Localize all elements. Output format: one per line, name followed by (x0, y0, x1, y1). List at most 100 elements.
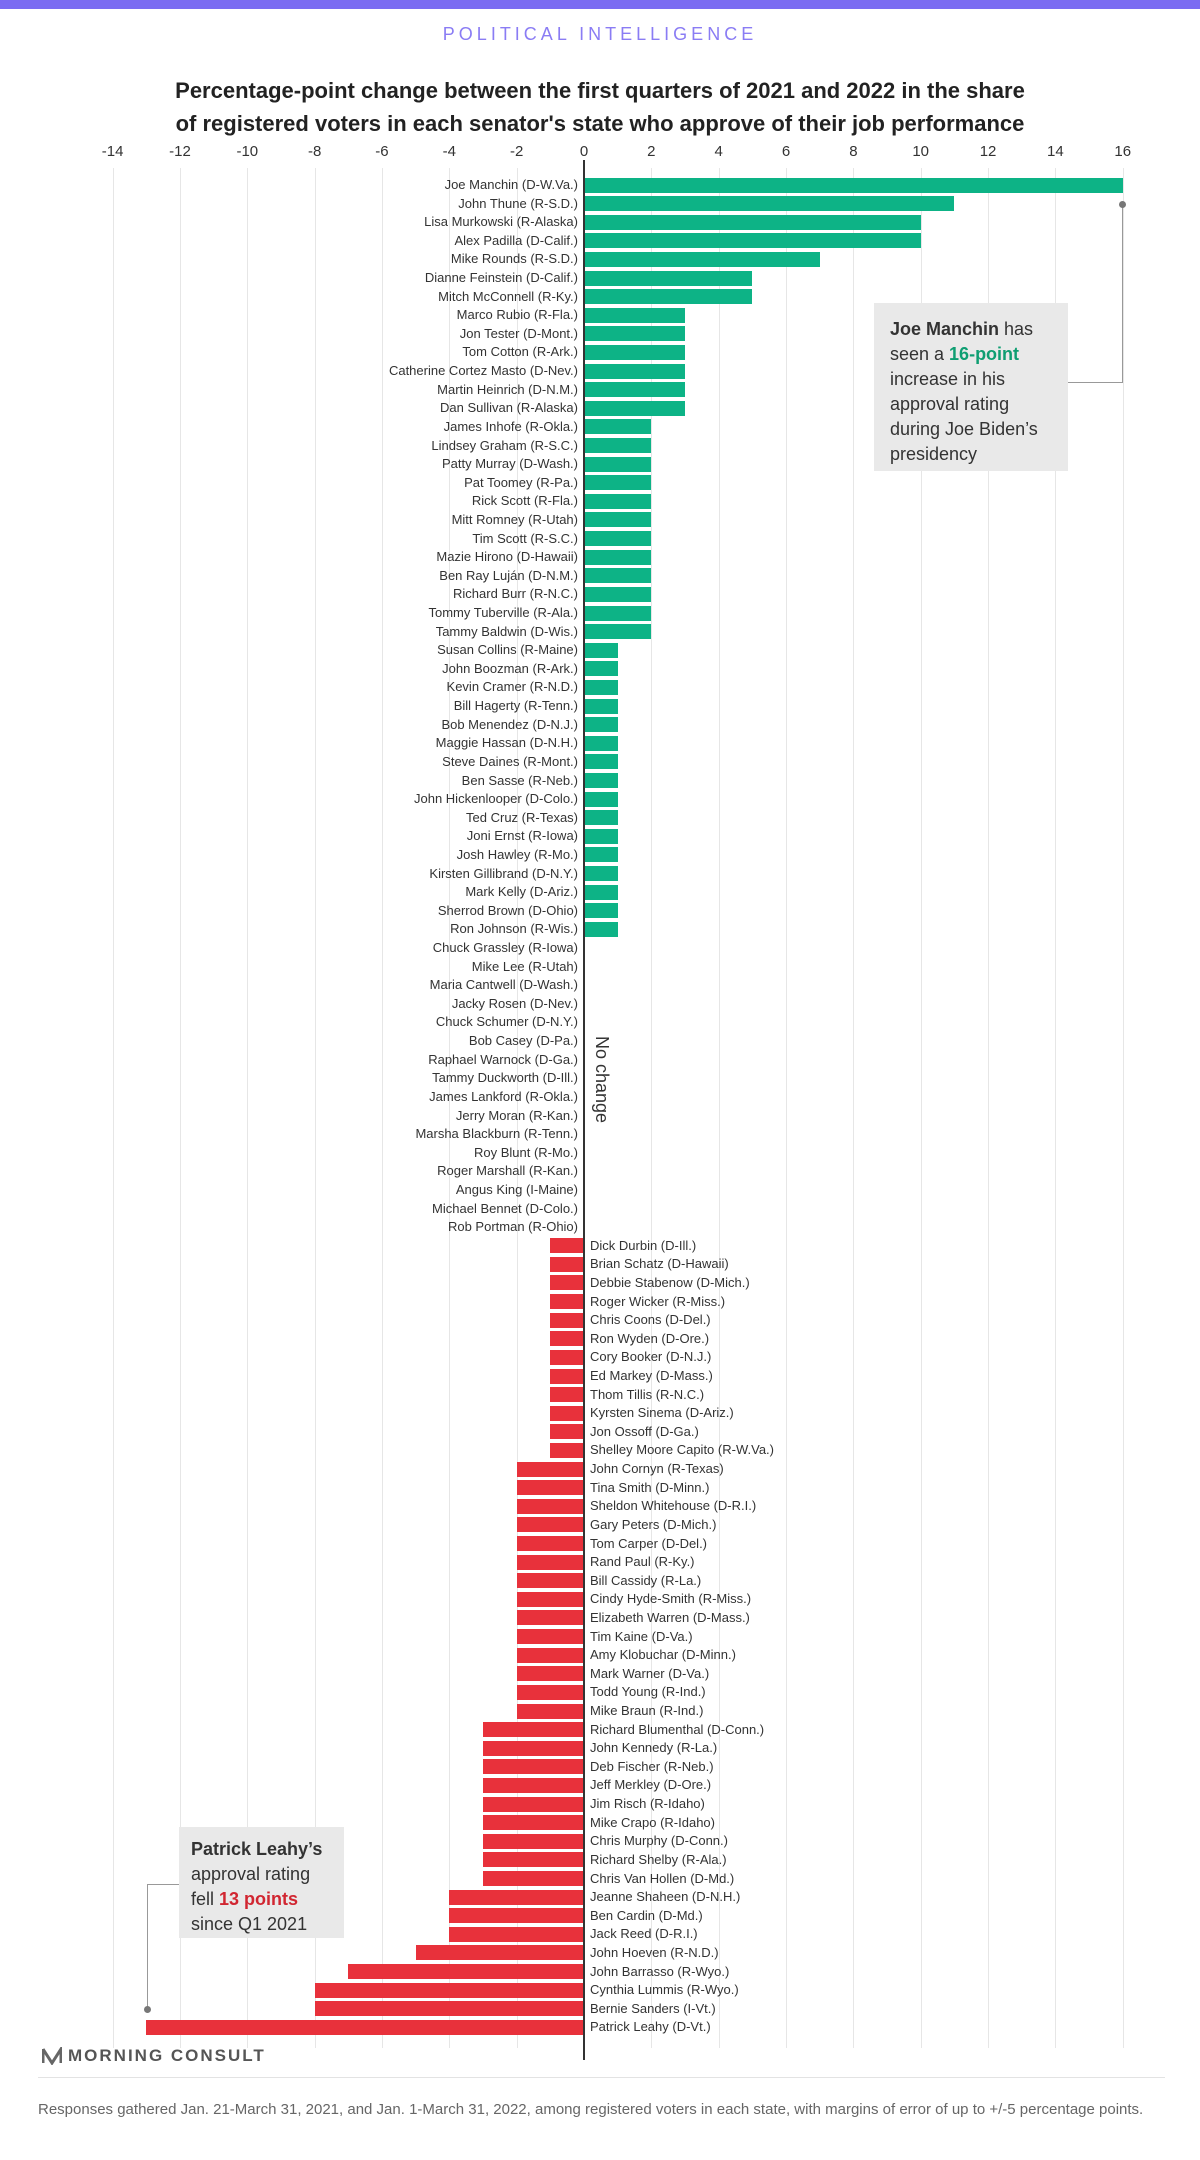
senator-label: Mike Crapo (R-Idaho) (590, 1814, 715, 1830)
senator-label: Steve Daines (R-Mont.) (442, 753, 578, 769)
senator-label: Thom Tillis (R-N.C.) (590, 1386, 705, 1402)
bar (550, 1368, 584, 1384)
annotation-text: since Q1 2021 (191, 1914, 308, 1934)
no-change-label: No change (592, 1036, 612, 1124)
senator-label: Bernie Sanders (I-Vt.) (590, 2000, 716, 2016)
senator-label: Alex Padilla (D-Calif.) (454, 232, 578, 248)
senator-label: Jack Reed (D-R.I.) (590, 1926, 698, 1942)
senator-label: James Lankford (R-Okla.) (429, 1088, 578, 1104)
senator-label: Kirsten Gillibrand (D-N.Y.) (429, 865, 578, 881)
senator-label: Michael Bennet (D-Colo.) (432, 1200, 578, 1216)
chart-title: Percentage-point change between the firs… (100, 74, 1100, 140)
senator-label: Bill Hagerty (R-Tenn.) (453, 698, 578, 714)
x-tick-label: -14 (101, 143, 124, 160)
bar (584, 233, 921, 249)
senator-label: Joe Manchin (D-W.Va.) (444, 177, 578, 192)
senator-label: Chris Coons (D-Del.) (590, 1312, 711, 1328)
senator-label: Marco Rubio (R-Fla.) (456, 307, 578, 323)
bar (584, 456, 652, 472)
senator-label: Amy Klobuchar (D-Minn.) (590, 1647, 736, 1663)
bar (584, 326, 685, 342)
footnote: Responses gathered Jan. 21-March 31, 202… (38, 2101, 1144, 2118)
senator-label: John Boozman (R-Ark.) (442, 660, 578, 676)
bar (584, 549, 652, 565)
senator-label: Dianne Feinstein (D-Calif.) (424, 270, 578, 286)
senator-label: Bill Cassidy (R-La.) (590, 1572, 702, 1588)
bar (584, 661, 618, 677)
bar (550, 1275, 584, 1291)
bar (584, 828, 618, 844)
bar (584, 866, 618, 882)
senator-label: Jacky Rosen (D-Nev.) (451, 995, 578, 1011)
bar (584, 289, 753, 305)
bar (584, 475, 652, 491)
senator-label: Lindsey Graham (R-S.C.) (431, 437, 578, 453)
senator-label: Marsha Blackburn (R-Tenn.) (415, 1126, 578, 1142)
footer-divider (38, 2077, 1165, 2078)
bar (550, 1331, 584, 1347)
senator-label: Richard Shelby (R-Ala.) (590, 1851, 727, 1867)
bar (584, 754, 618, 770)
senator-label: Tammy Duckworth (D-Ill.) (432, 1070, 578, 1086)
bar (516, 1554, 584, 1570)
bar (314, 1982, 584, 1998)
bar (516, 1666, 584, 1682)
senator-label: Deb Fischer (R-Neb.) (590, 1758, 714, 1774)
manchin-annotation: Joe Manchin has seen a 16-point increase… (874, 303, 1068, 471)
bar (516, 1536, 584, 1552)
senator-label: Mitt Romney (R-Utah) (451, 511, 578, 527)
bar (415, 1945, 584, 1961)
senator-label: Martin Heinrich (D-N.M.) (437, 381, 578, 397)
logo-text: MORNING CONSULT (68, 2046, 266, 2065)
bar (584, 884, 618, 900)
senator-label: Ed Markey (D-Mass.) (590, 1368, 713, 1384)
bar (584, 270, 753, 286)
senator-label: Ben Sasse (R-Neb.) (461, 772, 578, 788)
senator-label: Rand Paul (R-Ky.) (590, 1554, 695, 1570)
senator-label: Jim Risch (R-Idaho) (590, 1796, 705, 1812)
leahy-marker-dot (144, 2006, 151, 2013)
senator-label: James Inhofe (R-Okla.) (443, 418, 578, 434)
senator-label: Jon Tester (D-Mont.) (459, 325, 578, 341)
x-tick-label: -6 (375, 143, 389, 160)
senator-label: Cory Booker (D-N.J.) (590, 1349, 712, 1365)
bar (146, 2019, 584, 2035)
bar (584, 586, 652, 602)
senator-label: Tom Cotton (R-Ark.) (462, 344, 578, 360)
top-accent-bar (0, 0, 1200, 9)
gridline (988, 168, 990, 2048)
leahy-connector (147, 1884, 148, 2010)
bar (449, 1908, 584, 1924)
bar (516, 1647, 584, 1663)
senator-label: Ron Wyden (D-Ore.) (590, 1330, 710, 1346)
senator-label: John Thune (R-S.D.) (458, 195, 578, 211)
senator-label: Sheldon Whitehouse (D-R.I.) (590, 1498, 757, 1514)
x-tick-label: -2 (509, 143, 524, 160)
bar (482, 1815, 584, 1831)
bar (584, 214, 921, 230)
x-tick-label: -8 (307, 143, 322, 160)
x-tick-label: -4 (442, 143, 456, 160)
bar (584, 568, 652, 584)
bar (449, 1889, 584, 1905)
senator-label: Tommy Tuberville (R-Ala.) (428, 605, 578, 621)
senator-label: Jerry Moran (R-Kan.) (455, 1107, 578, 1123)
gridline (516, 168, 518, 2048)
senator-label: Debbie Stabenow (D-Mich.) (590, 1274, 750, 1290)
zero-axis-line (583, 160, 585, 2060)
senator-label: Roger Marshall (R-Kan.) (437, 1163, 578, 1179)
x-tick-label: 2 (647, 143, 656, 160)
bar (584, 382, 685, 398)
x-tick-label: 16 (1114, 143, 1132, 160)
bar (584, 251, 820, 267)
bar (482, 1777, 584, 1793)
senator-label: Shelley Moore Capito (R-W.Va.) (590, 1442, 774, 1458)
bar (482, 1871, 584, 1886)
senator-label: Mark Warner (D-Va.) (590, 1665, 710, 1681)
gridline (853, 168, 855, 2048)
bar (348, 1964, 584, 1980)
senator-label: Cindy Hyde-Smith (R-Miss.) (590, 1591, 752, 1607)
gridline (112, 168, 114, 2048)
bar (516, 1684, 584, 1700)
